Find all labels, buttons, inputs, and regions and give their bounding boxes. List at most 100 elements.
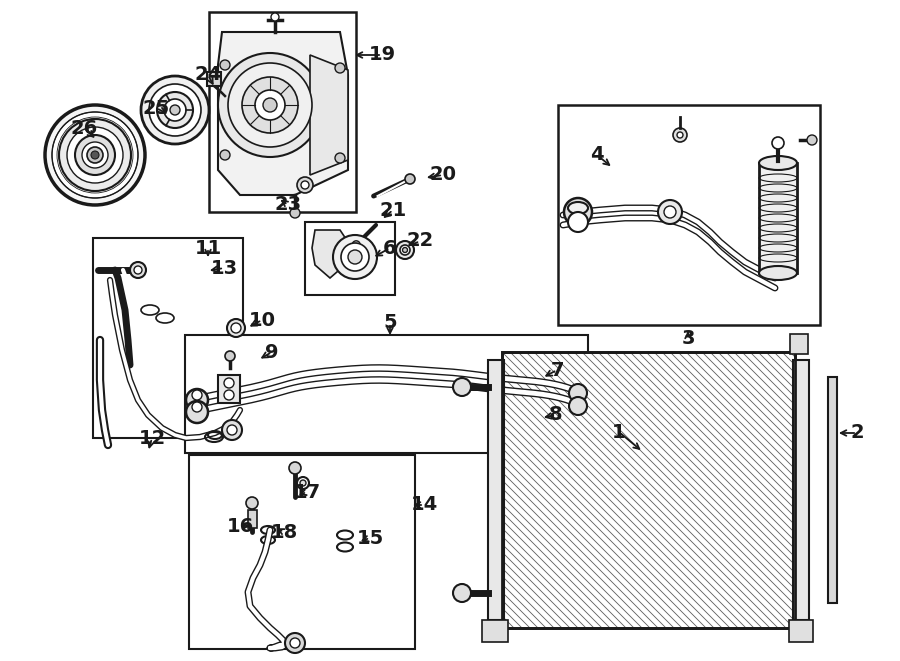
Text: 6: 6 bbox=[383, 239, 397, 258]
Ellipse shape bbox=[568, 202, 588, 214]
Text: 11: 11 bbox=[194, 239, 221, 258]
Circle shape bbox=[220, 150, 230, 160]
Circle shape bbox=[218, 53, 322, 157]
Bar bbox=[185, 335, 588, 453]
Circle shape bbox=[341, 243, 369, 271]
Circle shape bbox=[772, 137, 784, 149]
Circle shape bbox=[297, 177, 313, 193]
Circle shape bbox=[242, 77, 298, 133]
Text: 4: 4 bbox=[590, 145, 604, 165]
Bar bbox=[305, 222, 395, 295]
Circle shape bbox=[263, 98, 277, 112]
Circle shape bbox=[300, 480, 306, 486]
Circle shape bbox=[87, 147, 103, 163]
Circle shape bbox=[141, 76, 209, 144]
Circle shape bbox=[164, 99, 186, 121]
Circle shape bbox=[67, 127, 123, 183]
Bar bbox=[248, 510, 257, 528]
Circle shape bbox=[91, 151, 99, 159]
Circle shape bbox=[192, 390, 202, 400]
Circle shape bbox=[246, 497, 258, 509]
Bar bbox=[789, 620, 813, 642]
Circle shape bbox=[157, 92, 193, 128]
Circle shape bbox=[45, 105, 145, 205]
Ellipse shape bbox=[759, 266, 797, 280]
Text: 18: 18 bbox=[270, 522, 298, 541]
Bar bbox=[502, 352, 795, 628]
Circle shape bbox=[52, 112, 138, 198]
Bar bbox=[93, 238, 243, 438]
Polygon shape bbox=[218, 32, 348, 195]
Text: 8: 8 bbox=[549, 405, 562, 424]
Circle shape bbox=[225, 351, 235, 361]
Circle shape bbox=[400, 245, 410, 255]
Circle shape bbox=[255, 90, 285, 120]
Bar bbox=[218, 375, 240, 403]
Bar bbox=[793, 360, 809, 620]
Ellipse shape bbox=[569, 217, 587, 227]
Circle shape bbox=[227, 425, 237, 435]
Circle shape bbox=[658, 200, 682, 224]
Circle shape bbox=[149, 84, 201, 136]
Bar bbox=[488, 360, 504, 620]
Circle shape bbox=[301, 181, 309, 189]
Circle shape bbox=[664, 206, 676, 218]
Text: 10: 10 bbox=[248, 311, 275, 329]
Text: 17: 17 bbox=[293, 483, 320, 502]
Circle shape bbox=[673, 128, 687, 142]
Ellipse shape bbox=[759, 156, 797, 170]
Bar bbox=[482, 620, 508, 642]
Circle shape bbox=[569, 384, 587, 402]
Circle shape bbox=[568, 212, 588, 232]
Circle shape bbox=[59, 119, 131, 191]
Text: 22: 22 bbox=[407, 231, 434, 251]
Circle shape bbox=[231, 323, 241, 333]
Polygon shape bbox=[312, 230, 350, 278]
Circle shape bbox=[453, 584, 471, 602]
Circle shape bbox=[402, 247, 408, 253]
Circle shape bbox=[186, 389, 208, 411]
Text: 14: 14 bbox=[410, 496, 437, 514]
Circle shape bbox=[807, 135, 817, 145]
Circle shape bbox=[228, 63, 312, 147]
Text: 20: 20 bbox=[429, 165, 456, 184]
Circle shape bbox=[192, 402, 202, 412]
Text: 1: 1 bbox=[612, 422, 625, 442]
Text: 15: 15 bbox=[356, 529, 383, 547]
Text: 16: 16 bbox=[227, 516, 254, 535]
Bar bbox=[189, 455, 415, 649]
Circle shape bbox=[335, 63, 345, 73]
Circle shape bbox=[170, 105, 180, 115]
Circle shape bbox=[285, 633, 305, 653]
Circle shape bbox=[405, 174, 415, 184]
Circle shape bbox=[227, 319, 245, 337]
Circle shape bbox=[396, 241, 414, 259]
Circle shape bbox=[224, 378, 234, 388]
Circle shape bbox=[453, 378, 471, 396]
Circle shape bbox=[220, 60, 230, 70]
Bar bbox=[207, 72, 221, 86]
Circle shape bbox=[290, 208, 300, 218]
Text: 23: 23 bbox=[274, 196, 302, 215]
Text: 2: 2 bbox=[850, 424, 864, 442]
Circle shape bbox=[222, 420, 242, 440]
Circle shape bbox=[130, 262, 146, 278]
Circle shape bbox=[348, 250, 362, 264]
Circle shape bbox=[186, 401, 208, 423]
Text: 19: 19 bbox=[368, 46, 396, 65]
Circle shape bbox=[82, 142, 108, 168]
Bar bbox=[502, 352, 795, 628]
Circle shape bbox=[564, 198, 592, 226]
Text: 21: 21 bbox=[380, 200, 407, 219]
Circle shape bbox=[677, 132, 683, 138]
Circle shape bbox=[224, 390, 234, 400]
Circle shape bbox=[75, 135, 115, 175]
Polygon shape bbox=[310, 55, 348, 175]
Text: 13: 13 bbox=[211, 258, 238, 278]
Circle shape bbox=[134, 266, 142, 274]
Bar bbox=[759, 163, 797, 273]
Bar bbox=[790, 334, 808, 354]
Circle shape bbox=[290, 638, 300, 648]
Bar bbox=[558, 105, 820, 325]
Bar bbox=[828, 377, 837, 603]
